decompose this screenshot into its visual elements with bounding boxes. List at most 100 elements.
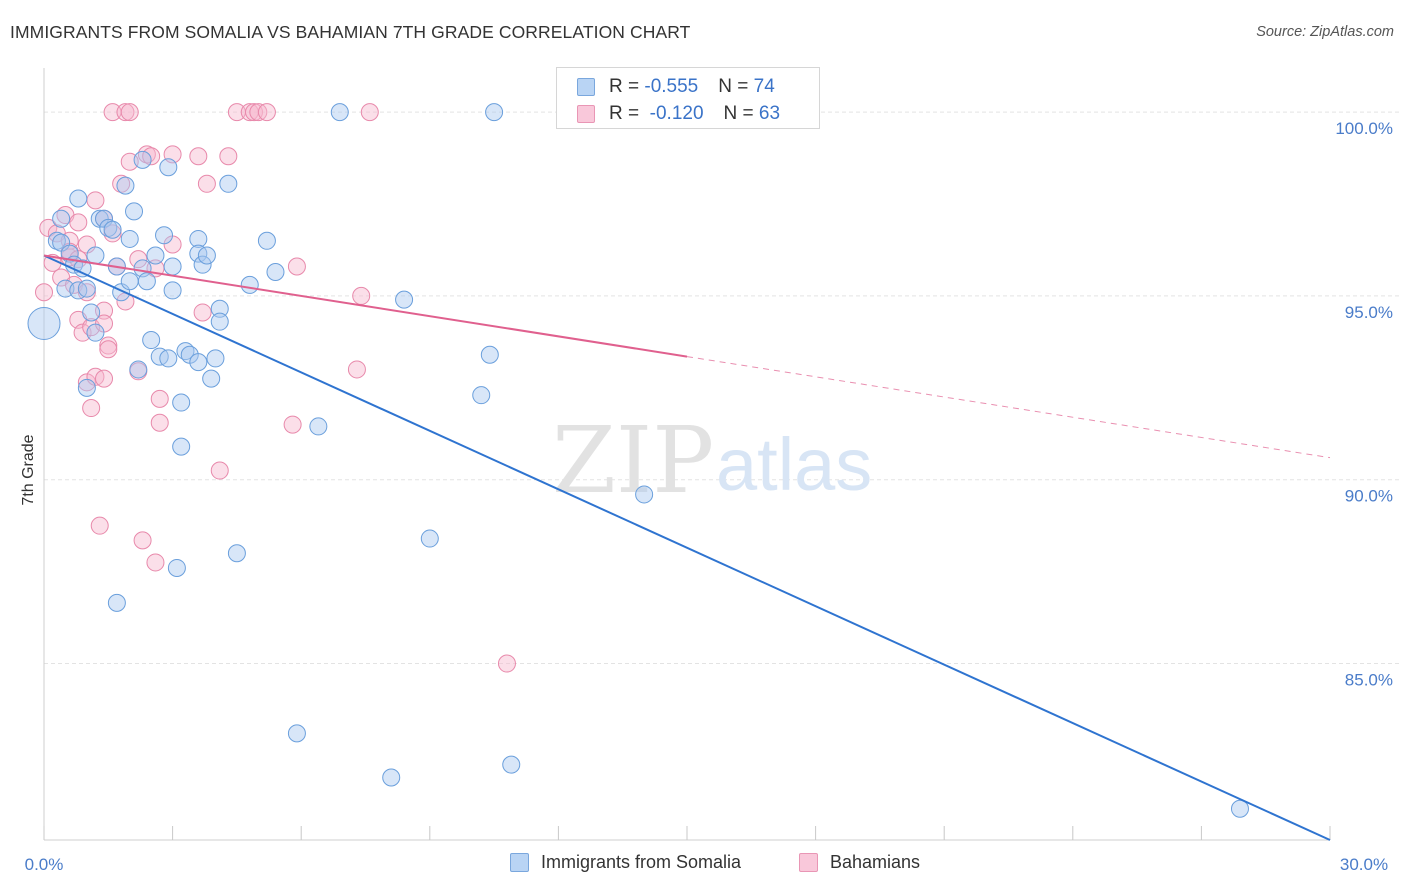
data-point-bahamians bbox=[245, 103, 264, 122]
data-point-somalia bbox=[133, 150, 152, 169]
data-point-somalia bbox=[77, 378, 96, 397]
data-point-somalia bbox=[142, 331, 161, 350]
data-point-somalia bbox=[1230, 799, 1249, 818]
legend-row-somalia: R = -0.555 N = 74 bbox=[577, 74, 775, 100]
data-point-bahamians bbox=[193, 303, 212, 322]
legend-n-label: N = bbox=[718, 76, 754, 97]
data-point-bahamians bbox=[39, 218, 58, 237]
data-point-bahamians bbox=[82, 399, 101, 418]
trend-extension-bahamians bbox=[686, 356, 1331, 459]
legend-r-value: -0.120 bbox=[644, 103, 704, 124]
legend-label-somalia: Immigrants from Somalia bbox=[541, 852, 742, 872]
data-point-somalia bbox=[219, 174, 238, 193]
watermark: ZIP atlas bbox=[552, 407, 872, 514]
data-point-somalia bbox=[480, 345, 499, 364]
data-point-somalia bbox=[172, 437, 191, 456]
data-point-bahamians bbox=[142, 147, 161, 166]
data-point-bahamians bbox=[69, 213, 88, 232]
data-point-bahamians bbox=[210, 461, 229, 480]
data-point-somalia bbox=[382, 768, 401, 787]
data-point-bahamians bbox=[146, 553, 165, 572]
data-point-somalia bbox=[146, 246, 165, 265]
data-point-somalia bbox=[287, 724, 306, 743]
data-point-somalia bbox=[137, 272, 156, 291]
data-point-somalia bbox=[120, 229, 139, 248]
trend-line-bahamians bbox=[43, 254, 688, 358]
y-tick-label: 85.0% bbox=[1345, 671, 1393, 690]
data-point-somalia bbox=[163, 281, 182, 300]
data-point-somalia bbox=[129, 360, 148, 379]
data-point-bahamians bbox=[197, 174, 216, 193]
data-point-bahamians bbox=[73, 323, 92, 342]
data-point-somalia bbox=[155, 226, 174, 245]
y-tick-label: 90.0% bbox=[1345, 487, 1393, 506]
data-point-somalia bbox=[163, 257, 182, 276]
legend-n-value: 74 bbox=[753, 76, 775, 97]
legend-n-value: 63 bbox=[758, 103, 781, 124]
x-tick-label: 30.0% bbox=[1340, 855, 1388, 874]
data-point-somalia bbox=[82, 303, 101, 322]
data-point-somalia bbox=[52, 209, 71, 228]
data-point-somalia bbox=[125, 202, 144, 221]
chart-title: IMMIGRANTS FROM SOMALIA VS BAHAMIAN 7TH … bbox=[10, 22, 691, 42]
data-point-bahamians bbox=[120, 103, 139, 122]
legend-item-bahamians[interactable]: Bahamians bbox=[799, 852, 920, 873]
data-point-bahamians bbox=[116, 103, 135, 122]
data-point-somalia bbox=[257, 231, 276, 250]
data-point-somalia bbox=[210, 312, 229, 331]
data-point-bahamians bbox=[219, 147, 238, 166]
data-point-somalia bbox=[86, 246, 105, 265]
series-legend: Immigrants from Somalia Bahamians bbox=[0, 852, 1406, 876]
data-point-bahamians bbox=[352, 286, 371, 305]
legend-item-somalia[interactable]: Immigrants from Somalia bbox=[510, 852, 741, 873]
data-point-somalia bbox=[210, 299, 229, 318]
source-credit: Source: ZipAtlas.com bbox=[1256, 24, 1394, 40]
trend-lines bbox=[43, 254, 1331, 841]
data-point-somalia bbox=[197, 246, 216, 265]
data-point-somalia bbox=[77, 279, 96, 298]
legend-row-bahamians: R = -0.120 N = 63 bbox=[577, 101, 780, 127]
axes bbox=[43, 68, 1331, 841]
data-point-bahamians bbox=[150, 389, 169, 408]
watermark-zip: ZIP bbox=[552, 407, 714, 514]
data-point-somalia bbox=[240, 275, 259, 294]
y-tick-label: 100.0% bbox=[1335, 119, 1393, 138]
data-point-somalia bbox=[172, 393, 191, 412]
legend-swatch-blue bbox=[510, 853, 529, 872]
legend-r-label: R = bbox=[609, 103, 645, 124]
data-point-bahamians bbox=[77, 373, 96, 392]
data-point-somalia bbox=[227, 544, 246, 563]
data-point-bahamians bbox=[257, 103, 276, 122]
data-point-bahamians bbox=[99, 340, 118, 359]
watermark-atlas: atlas bbox=[716, 423, 872, 506]
data-point-somalia bbox=[120, 272, 139, 291]
legend-swatch-blue bbox=[577, 78, 595, 96]
data-point-somalia bbox=[420, 529, 439, 548]
legend-r-label: R = bbox=[609, 76, 645, 97]
data-point-somalia bbox=[167, 558, 186, 577]
data-point-bahamians bbox=[86, 191, 105, 210]
data-point-bahamians bbox=[150, 413, 169, 432]
data-point-somalia bbox=[635, 485, 654, 504]
data-point-bahamians bbox=[497, 654, 516, 673]
x-tick-label: 0.0% bbox=[25, 855, 64, 874]
data-point-somalia bbox=[485, 103, 504, 122]
series-bahamians bbox=[35, 103, 516, 673]
data-point-somalia bbox=[107, 593, 126, 612]
data-point-somalia bbox=[69, 189, 88, 208]
data-point-somalia bbox=[27, 306, 61, 340]
legend-r-value: -0.555 bbox=[644, 76, 699, 97]
data-point-somalia bbox=[159, 158, 178, 177]
data-point-bahamians bbox=[360, 103, 379, 122]
data-point-somalia bbox=[159, 349, 178, 368]
data-point-bahamians bbox=[133, 531, 152, 550]
y-axis-label: 7th Grade bbox=[20, 434, 37, 505]
data-point-somalia bbox=[502, 755, 521, 774]
y-tick-label: 95.0% bbox=[1345, 303, 1393, 322]
data-point-bahamians bbox=[189, 147, 208, 166]
data-point-somalia bbox=[189, 229, 208, 248]
legend-swatch-pink bbox=[577, 105, 595, 123]
trend-line-somalia bbox=[43, 254, 1331, 841]
gridlines bbox=[44, 111, 1400, 665]
